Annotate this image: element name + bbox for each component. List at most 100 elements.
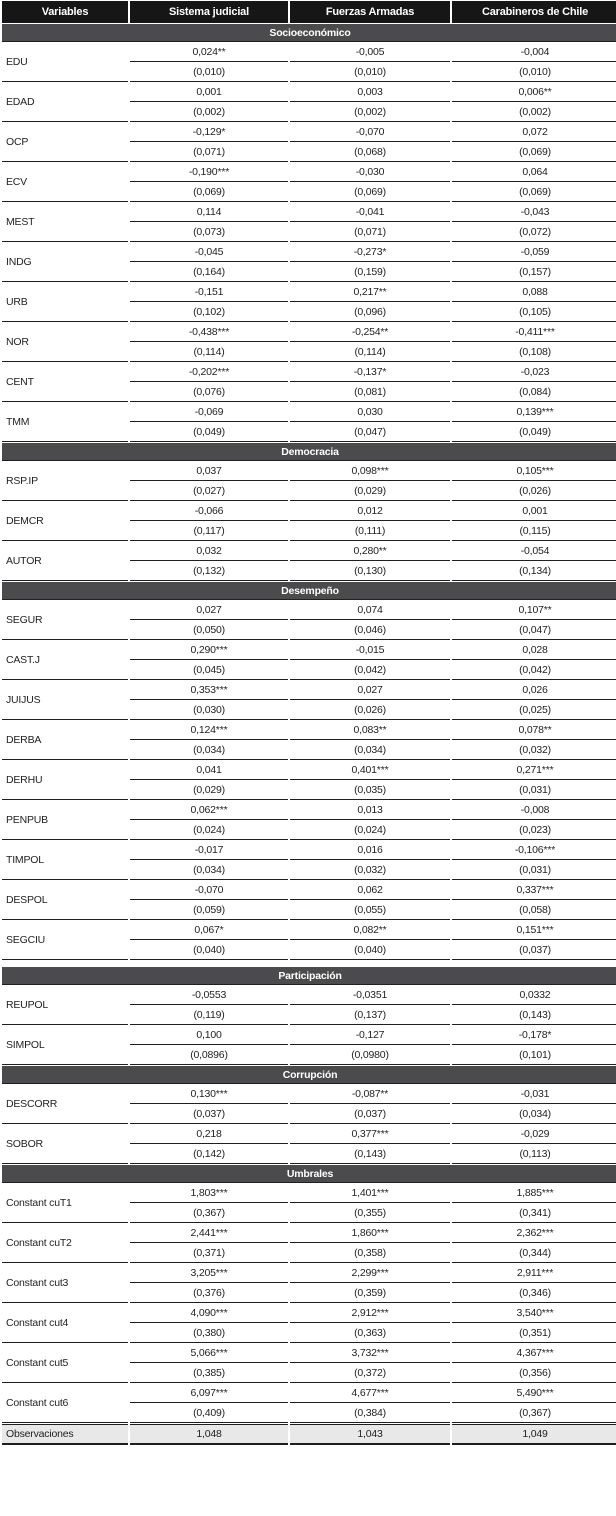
coefficient-value: 0,082** [290, 921, 450, 940]
standard-error-value: (0,117) [130, 522, 288, 541]
coefficient-value: 0,006** [452, 83, 616, 102]
standard-error-value: (0,359) [290, 1284, 450, 1303]
coefficient-row: PENPUB 0,062*** 0,013 -0,008 [2, 801, 616, 840]
coefficient-value: -0,137* [290, 363, 450, 382]
coefficient-value: 0,024** [130, 43, 288, 62]
column-header-fuerzas-armadas: Fuerzas Armadas [290, 1, 450, 23]
standard-error-value: (0,358) [290, 1244, 450, 1263]
coefficient-value: 0,100 [130, 1026, 288, 1045]
standard-error-value: (0,0896) [130, 1046, 288, 1065]
variable-label: SIMPOL [2, 1026, 128, 1065]
standard-error-row: (0,117) (0,111) (0,115) [2, 522, 616, 541]
coefficient-value: 0,083** [290, 721, 450, 740]
coefficient-value: 2,911*** [452, 1264, 616, 1283]
standard-error-value: (0,042) [452, 661, 616, 680]
coefficient-value: -0,178* [452, 1026, 616, 1045]
standard-error-value: (0,351) [452, 1324, 616, 1343]
variable-label: DERBA [2, 721, 128, 760]
coefficient-row: RSP.IP 0,037 0,098*** 0,105*** [2, 462, 616, 501]
variable-label: SOBOR [2, 1125, 128, 1164]
variable-label: TMM [2, 403, 128, 442]
variable-label: JUIJUS [2, 681, 128, 720]
standard-error-value: (0,055) [290, 901, 450, 920]
standard-error-value: (0,029) [290, 482, 450, 501]
standard-error-row: (0,102) (0,096) (0,105) [2, 303, 616, 322]
coefficient-value: 0,027 [130, 601, 288, 620]
coefficient-value: -0,041 [290, 203, 450, 222]
standard-error-value: (0,114) [130, 343, 288, 362]
standard-error-value: (0,037) [452, 941, 616, 960]
standard-error-value: (0,034) [130, 741, 288, 760]
standard-error-row: (0,049) (0,047) (0,049) [2, 423, 616, 442]
coefficient-value: 0,027 [290, 681, 450, 700]
coefficient-row: SEGUR 0,027 0,074 0,107** [2, 601, 616, 640]
coefficient-row: OCP -0,129* -0,070 0,072 [2, 123, 616, 162]
observations-label: Observaciones [2, 1424, 128, 1445]
variable-label: DEMCR [2, 502, 128, 541]
standard-error-value: (0,031) [452, 861, 616, 880]
standard-error-value: (0,071) [130, 143, 288, 162]
coefficient-row: SEGCIU 0,067* 0,082** 0,151*** [2, 921, 616, 960]
variable-label: DESCORR [2, 1085, 128, 1124]
coefficient-value: 0,064 [452, 163, 616, 182]
standard-error-row: (0,164) (0,159) (0,157) [2, 263, 616, 282]
spacer-cell [452, 961, 616, 966]
standard-error-value: (0,132) [130, 562, 288, 581]
coefficient-value: 3,540*** [452, 1304, 616, 1323]
standard-error-value: (0,047) [290, 423, 450, 442]
standard-error-value: (0,002) [130, 103, 288, 122]
standard-error-value: (0,115) [452, 522, 616, 541]
standard-error-value: (0,069) [290, 183, 450, 202]
standard-error-row: (0,045) (0,042) (0,042) [2, 661, 616, 680]
standard-error-value: (0,101) [452, 1046, 616, 1065]
coefficient-value: 2,441*** [130, 1224, 288, 1243]
variable-label: RSP.IP [2, 462, 128, 501]
coefficient-value: 2,299*** [290, 1264, 450, 1283]
coefficient-value: 0,062 [290, 881, 450, 900]
standard-error-row: (0,142) (0,143) (0,113) [2, 1145, 616, 1164]
standard-error-value: (0,032) [452, 741, 616, 760]
coefficient-value: 0,041 [130, 761, 288, 780]
coefficient-row: URB -0,151 0,217** 0,088 [2, 283, 616, 322]
variable-label: Constant cut3 [2, 1264, 128, 1303]
coefficient-value: -0,190*** [130, 163, 288, 182]
standard-error-value: (0,084) [452, 383, 616, 402]
standard-error-value: (0,032) [290, 861, 450, 880]
column-header-carabineros: Carabineros de Chile [452, 1, 616, 23]
coefficient-value: 0,032 [130, 542, 288, 561]
standard-error-value: (0,024) [290, 821, 450, 840]
coefficient-value: 4,677*** [290, 1384, 450, 1403]
coefficient-value: 0,107** [452, 601, 616, 620]
standard-error-row: (0,010) (0,010) (0,010) [2, 63, 616, 82]
coefficient-value: 0,124*** [130, 721, 288, 740]
coefficient-value: 0,290*** [130, 641, 288, 660]
coefficient-row: TIMPOL -0,017 0,016 -0,106*** [2, 841, 616, 880]
coefficient-row: DESCORR 0,130*** -0,087** -0,031 [2, 1085, 616, 1124]
coefficient-value: 0,337*** [452, 881, 616, 900]
section-header-row: Participación [2, 967, 616, 985]
standard-error-value: (0,142) [130, 1145, 288, 1164]
standard-error-value: (0,046) [290, 621, 450, 640]
standard-error-value: (0,030) [130, 701, 288, 720]
standard-error-value: (0,069) [130, 183, 288, 202]
standard-error-value: (0,073) [130, 223, 288, 242]
standard-error-value: (0,034) [452, 1105, 616, 1124]
coefficient-value: 4,090*** [130, 1304, 288, 1323]
spacer-row [2, 961, 616, 966]
coefficient-value: -0,106*** [452, 841, 616, 860]
coefficient-value: -0,004 [452, 43, 616, 62]
coefficient-value: 0,001 [452, 502, 616, 521]
coefficient-row: TMM -0,069 0,030 0,139*** [2, 403, 616, 442]
standard-error-value: (0,010) [290, 63, 450, 82]
standard-error-row: (0,409) (0,384) (0,367) [2, 1404, 616, 1423]
variable-label: EDU [2, 43, 128, 82]
coefficient-value: 3,205*** [130, 1264, 288, 1283]
coefficient-value: -0,127 [290, 1026, 450, 1045]
standard-error-value: (0,037) [130, 1105, 288, 1124]
standard-error-value: (0,059) [130, 901, 288, 920]
observations-value: 1,048 [130, 1424, 288, 1445]
variable-label: NOR [2, 323, 128, 362]
coefficient-value: -0,070 [130, 881, 288, 900]
standard-error-row: (0,059) (0,055) (0,058) [2, 901, 616, 920]
coefficient-value: 0,013 [290, 801, 450, 820]
